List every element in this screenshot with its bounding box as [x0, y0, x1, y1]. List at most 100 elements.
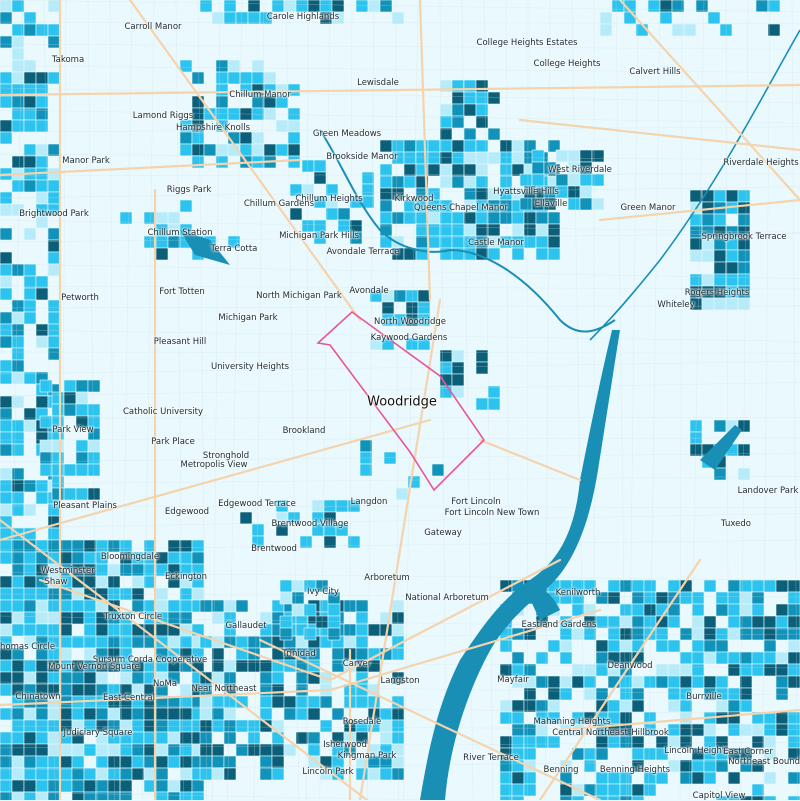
census-block [524, 700, 536, 712]
census-block [224, 768, 236, 780]
census-block [24, 288, 36, 300]
street [762, 0, 770, 800]
census-block [752, 724, 764, 736]
census-block [12, 540, 24, 552]
census-block [60, 768, 72, 780]
census-block [48, 732, 60, 744]
census-block [0, 252, 12, 264]
census-block [96, 672, 108, 684]
census-block [418, 290, 430, 302]
census-block [24, 96, 36, 108]
census-block [312, 500, 324, 512]
census-block [108, 588, 120, 600]
neighborhood-label: Tuxedo [721, 519, 751, 529]
census-block [464, 164, 476, 176]
census-block [0, 312, 12, 324]
census-block [24, 120, 36, 132]
census-block [192, 792, 204, 800]
census-block [12, 780, 24, 792]
census-block [88, 464, 100, 476]
census-block [548, 688, 560, 700]
road [0, 85, 800, 95]
census-block [260, 660, 272, 672]
census-block [180, 684, 192, 696]
neighborhood-label: Mount Vernon Square [48, 662, 140, 672]
census-block [12, 348, 24, 360]
census-block [692, 628, 704, 640]
census-block [702, 298, 714, 310]
census-block [284, 696, 296, 708]
census-block [776, 688, 788, 700]
census-block [292, 604, 304, 616]
neighborhood-label: Metropolis View [180, 460, 247, 470]
census-block [52, 464, 64, 476]
census-block [48, 624, 60, 636]
census-block [0, 408, 12, 420]
census-block [752, 652, 764, 664]
census-block [392, 12, 404, 24]
census-block [476, 104, 488, 116]
census-block [404, 140, 416, 152]
census-block [452, 212, 464, 224]
census-block [212, 756, 224, 768]
census-block [380, 768, 392, 780]
census-block [308, 696, 320, 708]
census-block [120, 540, 132, 552]
census-block [536, 224, 548, 236]
census-block [476, 92, 488, 104]
census-block [0, 660, 12, 672]
census-block [228, 72, 240, 84]
census-block [224, 708, 236, 720]
census-block [716, 652, 728, 664]
census-block [380, 200, 392, 212]
census-block [392, 732, 404, 744]
census-block [338, 208, 350, 220]
census-block [396, 488, 408, 500]
census-block [216, 96, 228, 108]
census-block [48, 540, 60, 552]
census-block [382, 302, 394, 314]
census-block [88, 440, 100, 452]
census-block [764, 652, 776, 664]
census-block [660, 12, 672, 24]
census-block [36, 600, 48, 612]
census-block [788, 592, 800, 604]
census-block [714, 190, 726, 202]
census-block [60, 744, 72, 756]
census-block [548, 248, 560, 260]
neighborhood-label: Whiteley [657, 300, 694, 310]
census-block [52, 440, 64, 452]
census-block [776, 652, 788, 664]
neighborhood-label: Shaw [45, 577, 68, 587]
census-block [440, 176, 452, 188]
census-block [216, 108, 228, 120]
census-block [84, 672, 96, 684]
neighborhood-label: Chillum Station [148, 228, 213, 238]
census-block [592, 198, 604, 210]
census-block [740, 604, 752, 616]
census-block [488, 152, 500, 164]
census-block [560, 676, 572, 688]
street [0, 361, 800, 374]
census-block [728, 700, 740, 712]
census-block [168, 792, 180, 800]
census-block [404, 152, 416, 164]
census-block [132, 768, 144, 780]
census-block [48, 780, 60, 792]
census-block [36, 732, 48, 744]
census-block [24, 504, 36, 516]
census-block [24, 624, 36, 636]
census-block [24, 672, 36, 684]
census-block [260, 708, 272, 720]
census-block [224, 732, 236, 744]
census-block [788, 664, 800, 676]
census-block [644, 592, 656, 604]
census-block [248, 12, 260, 24]
census-block [24, 708, 36, 720]
census-block [740, 580, 752, 592]
census-block [24, 108, 36, 120]
census-block [440, 104, 452, 116]
census-block [714, 214, 726, 226]
census-block [156, 720, 168, 732]
